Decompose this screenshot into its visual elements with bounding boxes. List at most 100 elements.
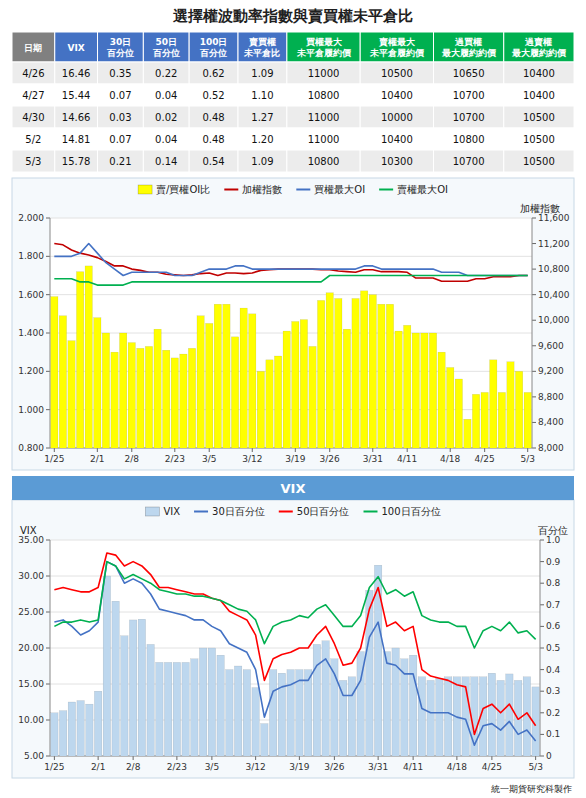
table-cell	[238, 150, 287, 172]
y2-tick	[540, 712, 544, 713]
x-tick	[54, 756, 55, 760]
table-cell-text: 0.22	[155, 68, 177, 79]
bar	[283, 331, 290, 448]
table-cell-text: 10500	[523, 134, 555, 145]
bar	[343, 329, 350, 448]
bar	[418, 677, 425, 756]
legend: 賣/買權OI比加權指數買權最大OI賣權最大OI	[138, 184, 448, 195]
table-cell	[434, 84, 504, 106]
table-header-text: VIX	[68, 43, 85, 53]
y2-axis-line	[532, 218, 533, 448]
table-cell-text: 10700	[453, 156, 485, 167]
y-tick-label: 35.00	[18, 535, 44, 545]
table-header-text: 賣買權	[248, 37, 276, 47]
bar	[252, 688, 259, 756]
x-tick	[252, 448, 253, 452]
table-header-cell	[238, 32, 287, 62]
bar	[208, 648, 215, 756]
x-tick-label: 3/19	[289, 762, 309, 772]
legend-swatch	[224, 189, 238, 191]
x-tick-label: 4/25	[482, 762, 502, 772]
bar	[309, 346, 316, 448]
bar	[59, 316, 66, 448]
y2-tick-label: 0.9	[546, 557, 561, 567]
y2-tick	[532, 243, 536, 244]
x-tick-label: 3/5	[202, 454, 216, 464]
table-cell-text: 1.09	[251, 68, 273, 79]
legend-item: VIX	[145, 506, 180, 517]
table-header-cell	[98, 32, 144, 62]
y2-tick	[532, 269, 536, 270]
y-tick	[46, 294, 50, 295]
bar	[421, 333, 428, 448]
table-header-text: 過賣權	[524, 37, 552, 47]
table-cell	[55, 62, 98, 84]
bar	[77, 701, 84, 756]
legend: VIX30日百分位50日百分位100日百分位	[145, 506, 440, 517]
bar	[137, 348, 144, 448]
x-tick-label: 2/1	[90, 454, 104, 464]
y2-tick-label: 0	[546, 751, 552, 761]
table-cell-text: 0.03	[109, 112, 131, 123]
table-cell-text: 10500	[523, 156, 555, 167]
y2-tick	[532, 371, 536, 372]
bar	[490, 360, 497, 448]
x-tick-label: 3/31	[363, 454, 383, 464]
bar	[51, 297, 58, 448]
y-tick-label: 20.00	[18, 643, 44, 653]
legend-item: 賣/買權OI比	[138, 184, 210, 195]
x-tick-label: 5/3	[520, 454, 534, 464]
table-header-cell	[55, 32, 98, 62]
table-cell-text: 10400	[381, 134, 413, 145]
legend-item: 100日百分位	[364, 506, 441, 517]
legend-item: 加權指數	[224, 184, 282, 195]
x-tick-label: 2/23	[167, 762, 187, 772]
bar	[488, 673, 495, 756]
table-header-cell	[360, 32, 433, 62]
y2-tick	[532, 294, 536, 295]
table-cell	[238, 84, 287, 106]
table-cell	[55, 84, 98, 106]
bar	[269, 670, 276, 756]
bar	[395, 331, 402, 448]
table-cell	[504, 84, 574, 106]
y-tick-label: 5.00	[24, 751, 44, 761]
table-header-text: 百分位	[152, 48, 180, 58]
table-cell	[189, 62, 238, 84]
table-header-text: 50日	[155, 37, 177, 47]
table-cell-text: 10700	[453, 90, 485, 101]
table: 日期4/264/274/305/25/3VIX16.4615.4414.6614…	[12, 32, 574, 172]
bar	[76, 272, 83, 448]
plot-data	[51, 244, 532, 448]
bar	[171, 358, 178, 448]
x-tick-label: 1/25	[44, 454, 64, 464]
table-header-text: 買權最大	[305, 37, 343, 47]
grid-line	[50, 256, 532, 257]
x-tick	[491, 756, 492, 760]
x-tick-label: 4/11	[403, 762, 423, 772]
table-header-text: 未平倉履約價	[369, 48, 425, 58]
y-tick-label: 1.400	[18, 328, 44, 338]
bar	[128, 343, 135, 448]
legend-label: 賣權最大OI	[397, 184, 448, 195]
y2-tick-label: 8,400	[538, 417, 564, 427]
table-cell-text: 11000	[308, 112, 340, 123]
dashboard: 選擇權波動率指數與賣買權未平倉比日期4/264/274/305/25/3VIX1…	[0, 0, 586, 798]
y-tick	[46, 540, 50, 541]
table-cell-text: 10800	[308, 156, 340, 167]
bar	[515, 371, 522, 448]
table-cell-text: 10400	[523, 90, 555, 101]
table-cell	[189, 106, 238, 128]
y2-tick	[532, 345, 536, 346]
table-cell-text: 4/27	[22, 90, 44, 101]
legend-swatch	[138, 185, 152, 194]
grid-line	[50, 218, 532, 219]
bar	[249, 314, 256, 448]
bar	[120, 333, 127, 448]
table-cell	[143, 106, 189, 128]
legend-item: 50日百分位	[279, 506, 350, 517]
x-tick-label: 3/12	[246, 762, 266, 772]
table-header-text: 未平倉履約價	[296, 48, 352, 58]
y2-tick-label: 11,200	[538, 239, 570, 249]
annotation: 統一期貨研究科製作	[491, 784, 572, 794]
